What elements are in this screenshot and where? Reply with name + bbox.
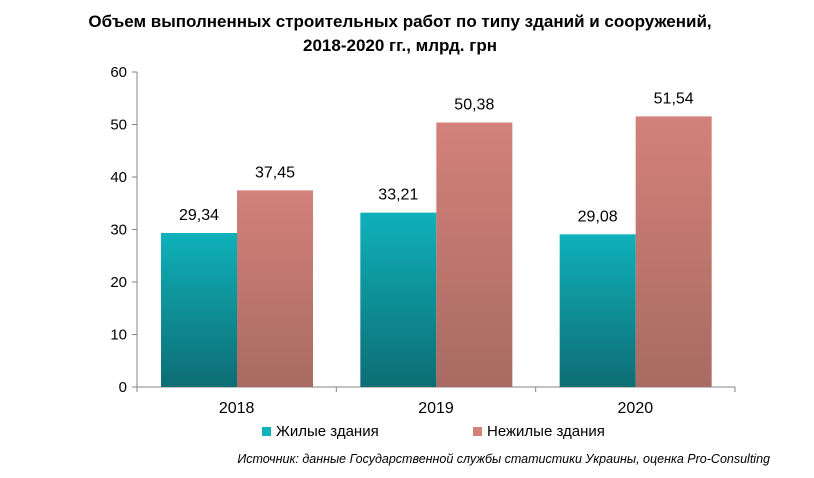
y-tick-label: 10: [110, 327, 127, 344]
data-label: 29,08: [578, 208, 618, 225]
legend-label-residential: Жилые здания: [276, 423, 379, 440]
x-tick-label: 2018: [219, 400, 255, 417]
x-tick-label: 2019: [418, 400, 454, 417]
y-tick-label: 60: [110, 64, 127, 81]
legend-item-residential: Жилые здания: [262, 423, 379, 440]
chart-data-labels: 29,34 37,45 33,21 50,38 29,08 51,54: [179, 90, 694, 225]
data-label: 29,34: [179, 207, 219, 224]
y-tick-label: 20: [110, 274, 127, 291]
legend-item-nonresidential: Нежилые здания: [473, 423, 605, 440]
data-label: 51,54: [654, 90, 694, 107]
bar: [559, 234, 636, 387]
bar: [635, 116, 712, 387]
chart-title-line-2: 2018-2020 гг., млрд. грн: [303, 36, 497, 55]
legend-swatch-residential: [262, 427, 271, 436]
chart-title-line-1: Объем выполненных строительных работ по …: [88, 12, 712, 31]
legend-swatch-nonresidential: [473, 427, 482, 436]
bar: [237, 190, 313, 387]
y-tick-label: 40: [110, 169, 127, 186]
bar: [436, 122, 513, 387]
chart-title: Объем выполненных строительных работ по …: [0, 10, 800, 58]
y-tick-label: 0: [119, 379, 127, 396]
bar: [360, 212, 437, 387]
bar: [161, 232, 237, 387]
chart-bars: [161, 116, 712, 387]
y-tick-label: 30: [110, 222, 127, 239]
data-label: 37,45: [255, 164, 295, 181]
legend-label-nonresidential: Нежилые здания: [487, 423, 605, 440]
data-label: 50,38: [454, 97, 494, 114]
x-tick-label: 2020: [618, 400, 654, 417]
data-label: 33,21: [378, 187, 418, 204]
y-tick-label: 50: [110, 117, 127, 134]
source-note: Источник: данные Государственной службы …: [237, 452, 770, 466]
chart-legend: Жилые здания Нежилые здания: [0, 423, 814, 445]
